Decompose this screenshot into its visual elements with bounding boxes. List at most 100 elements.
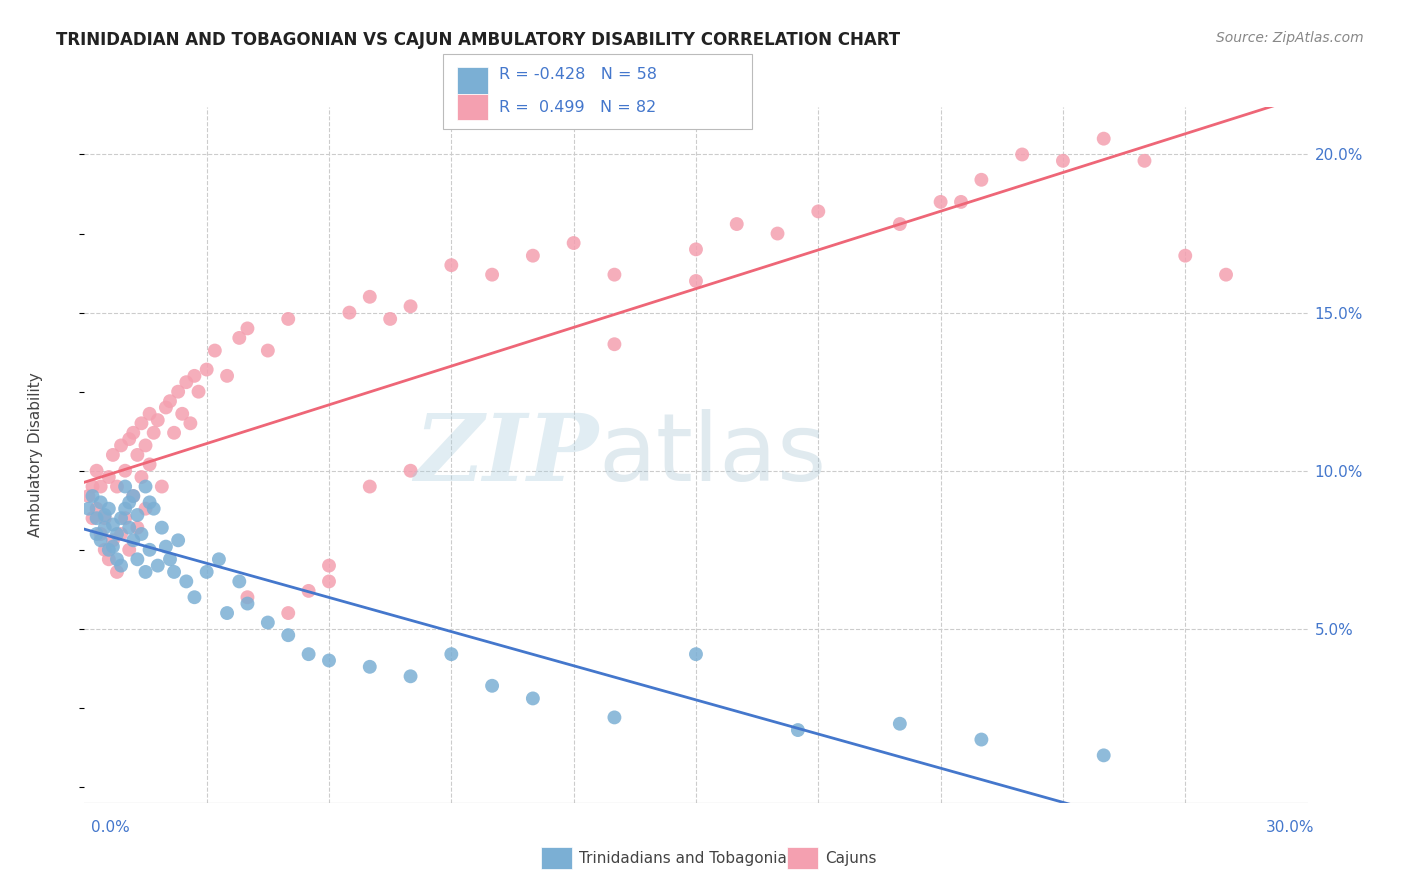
Text: Trinidadians and Tobagonians: Trinidadians and Tobagonians: [579, 851, 804, 865]
Point: [118, 521, 141, 535]
Point: [257, 615, 280, 630]
Point: [1011, 147, 1033, 161]
Point: [172, 407, 194, 421]
Point: [127, 521, 149, 535]
Point: [82, 479, 104, 493]
Point: [440, 258, 463, 272]
Point: [183, 368, 205, 383]
Point: [950, 194, 973, 209]
Text: 30.0%: 30.0%: [1267, 821, 1315, 835]
Point: [138, 407, 160, 421]
Point: [562, 235, 585, 250]
Point: [236, 597, 259, 611]
Point: [481, 679, 503, 693]
Point: [77, 501, 100, 516]
Text: R = -0.428   N = 58: R = -0.428 N = 58: [499, 67, 657, 81]
Point: [90, 533, 112, 548]
Point: [122, 489, 145, 503]
Point: [110, 511, 132, 525]
Point: [1092, 131, 1115, 145]
Point: [142, 501, 165, 516]
Point: [359, 479, 381, 493]
Point: [122, 489, 145, 503]
Point: [399, 299, 422, 313]
Point: [135, 479, 157, 493]
Point: [127, 448, 149, 462]
Point: [440, 647, 463, 661]
Point: [603, 337, 626, 351]
Point: [110, 558, 132, 573]
Point: [114, 464, 136, 478]
Point: [114, 501, 136, 516]
Point: [399, 669, 422, 683]
Point: [277, 312, 299, 326]
Point: [359, 660, 381, 674]
Point: [929, 194, 952, 209]
Point: [97, 542, 120, 557]
Point: [155, 401, 177, 415]
Point: [204, 343, 226, 358]
Point: [105, 565, 128, 579]
Point: [131, 470, 153, 484]
Point: [970, 173, 993, 187]
Point: [787, 723, 810, 737]
Point: [163, 565, 186, 579]
Point: [146, 413, 169, 427]
Point: [380, 312, 402, 326]
Point: [118, 495, 141, 509]
Point: [277, 628, 299, 642]
Point: [86, 501, 108, 516]
Point: [97, 501, 120, 516]
Point: [766, 227, 789, 241]
Point: [163, 425, 186, 440]
Point: [236, 321, 259, 335]
Point: [135, 565, 157, 579]
Point: [105, 552, 128, 566]
Text: Cajuns: Cajuns: [825, 851, 877, 865]
Point: [481, 268, 503, 282]
Point: [118, 432, 141, 446]
Point: [522, 249, 544, 263]
Point: [318, 574, 340, 589]
Text: R =  0.499   N = 82: R = 0.499 N = 82: [499, 100, 657, 114]
Point: [127, 508, 149, 522]
Point: [685, 274, 707, 288]
Point: [889, 716, 911, 731]
Point: [603, 268, 626, 282]
Point: [110, 527, 132, 541]
Point: [298, 583, 321, 598]
Point: [93, 521, 117, 535]
Point: [105, 479, 128, 493]
Point: [131, 417, 153, 431]
Point: [807, 204, 830, 219]
Text: ZIP: ZIP: [413, 410, 598, 500]
Point: [167, 533, 190, 548]
Text: TRINIDADIAN AND TOBAGONIAN VS CAJUN AMBULATORY DISABILITY CORRELATION CHART: TRINIDADIAN AND TOBAGONIAN VS CAJUN AMBU…: [56, 31, 900, 49]
Point: [135, 501, 157, 516]
Point: [1092, 748, 1115, 763]
Point: [603, 710, 626, 724]
Point: [93, 542, 117, 557]
Point: [101, 448, 124, 462]
Point: [970, 732, 993, 747]
Point: [127, 552, 149, 566]
Point: [217, 606, 239, 620]
Point: [146, 558, 169, 573]
Point: [138, 495, 160, 509]
Point: [167, 384, 190, 399]
Point: [179, 417, 201, 431]
Point: [150, 479, 173, 493]
Point: [725, 217, 748, 231]
Point: [93, 511, 117, 525]
Point: [82, 511, 104, 525]
Point: [257, 343, 280, 358]
Point: [77, 489, 100, 503]
Point: [217, 368, 239, 383]
Point: [86, 464, 108, 478]
Point: [101, 517, 124, 532]
Point: [159, 552, 181, 566]
Point: [685, 647, 707, 661]
Text: Ambulatory Disability: Ambulatory Disability: [28, 373, 44, 537]
Point: [298, 647, 321, 661]
Point: [195, 362, 218, 376]
